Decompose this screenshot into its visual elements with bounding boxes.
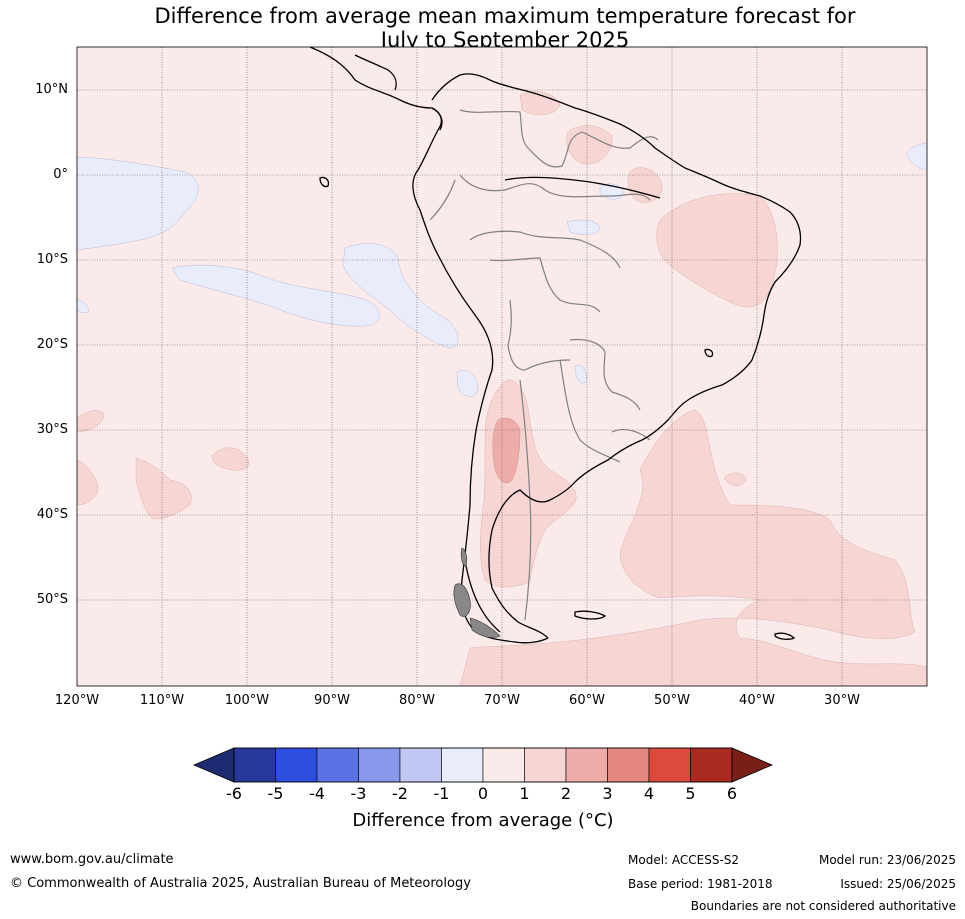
footer-issued: Issued: 25/06/2025 <box>840 877 956 891</box>
forecast-map <box>76 46 928 687</box>
anomaly-region-1-to-2-uruguay-offshore <box>723 472 747 486</box>
map-frame <box>76 46 928 687</box>
anomaly-region-1-to-2-guyana <box>627 167 663 203</box>
anomaly-region-2-to-3-andes <box>492 417 521 484</box>
lat-label-10n: 10°N <box>35 82 68 97</box>
lat-label-10s: 10°S <box>36 252 68 267</box>
colorbar-box-9 <box>607 747 650 783</box>
anomaly-region-negative-pacific-3 <box>342 243 459 349</box>
lon-label-60w: 60°W <box>569 693 605 708</box>
footer-model-run: Model run: 23/06/2025 <box>818 853 956 867</box>
lat-label-40s: 40°S <box>36 507 68 522</box>
colorbar-tick-label: 3 <box>602 784 613 803</box>
footer-disclaimer: Boundaries are not considered authoritat… <box>690 899 956 913</box>
colorbar-tick-label: -4 <box>309 784 325 803</box>
colorbar-under-arrow <box>192 747 235 783</box>
lat-label-50s: 50°S <box>36 592 68 607</box>
colorbar-box-11 <box>690 747 733 783</box>
title-line-1: Difference from average mean maximum tem… <box>154 4 856 28</box>
colorbar-tick-label: 6 <box>726 784 738 803</box>
lat-label-30s: 30°S <box>36 422 68 437</box>
lon-label-120w: 120°W <box>54 693 100 708</box>
anomaly-region-1-to-2-venezuela-2 <box>566 125 613 165</box>
footer-base-period: Base period: 1981-2018 <box>628 877 773 891</box>
anomaly-region-1-to-2-northeast-brazil <box>656 193 778 308</box>
lon-label-100w: 100°W <box>224 693 270 708</box>
colorbar-box-6 <box>482 747 525 783</box>
lon-label-80w: 80°W <box>399 693 435 708</box>
anomaly-region-negative-amazon-1 <box>566 219 601 235</box>
colorbar-tick-label: 0 <box>477 784 489 803</box>
colorbar-tick-label: 2 <box>560 784 572 803</box>
lon-label-90w: 90°W <box>314 693 350 708</box>
lat-label-0: 0° <box>53 167 68 182</box>
anomaly-region-1-to-2-pacific-west-2 <box>77 459 99 506</box>
lon-label-50w: 50°W <box>654 693 690 708</box>
footer-copyright: © Commonwealth of Australia 2025, Austra… <box>10 876 471 891</box>
colorbar-frame <box>233 747 733 783</box>
colorbar-box-8 <box>565 747 608 783</box>
colorbar-box-2 <box>316 747 359 783</box>
footer-model: Model: ACCESS-S2 <box>628 853 740 867</box>
colorbar-box-7 <box>524 747 567 783</box>
colorbar-tick-label: -1 <box>433 784 450 803</box>
country-borders <box>429 109 659 621</box>
lon-label-40w: 40°W <box>739 693 775 708</box>
colorbar-tick-label: 5 <box>685 784 696 803</box>
lon-label-110w: 110°W <box>139 693 185 708</box>
anomaly-region-negative-pacific-2 <box>171 264 380 327</box>
patagonia-islands <box>453 547 501 638</box>
colorbar-over-arrow <box>731 747 774 783</box>
colorbar-tick-label: -6 <box>226 784 242 803</box>
anomaly-region-1-to-2-south-atlantic <box>459 409 927 686</box>
anomaly-region-negative-pacific-1 <box>77 156 199 251</box>
anomaly-region-1-to-2-pacific-central <box>211 447 250 471</box>
anomaly-region-1-to-2-pacific-west-3 <box>77 410 105 433</box>
colorbar-box-5 <box>441 747 484 783</box>
lon-label-30w: 30°W <box>824 693 860 708</box>
colorbar-box-10 <box>648 747 691 783</box>
anomaly-region-negative-west-edge <box>77 299 89 314</box>
footer-website: www.bom.gov.au/climate <box>10 852 174 867</box>
anomaly-region-negative-chaco <box>574 364 587 384</box>
chart-title: Difference from average mean maximum tem… <box>0 4 965 52</box>
colorbar-box-3 <box>358 747 401 783</box>
anomaly-region-negative-atlantic <box>906 142 927 171</box>
anomaly-region-1-to-2-venezuela-1 <box>519 91 561 116</box>
colorbar-box-4 <box>399 747 442 783</box>
colorbar-box-1 <box>275 747 318 783</box>
colorbar-tick-label: -3 <box>350 784 367 803</box>
colorbar-label: Difference from average (°C) <box>352 810 614 831</box>
lat-lon-gridlines <box>77 47 927 686</box>
colorbar-tick-label: -5 <box>267 784 284 803</box>
colorbar-tick-label: 4 <box>643 784 655 803</box>
lat-label-20s: 20°S <box>36 337 68 352</box>
lon-label-70w: 70°W <box>484 693 520 708</box>
colorbar-tick-label: -2 <box>392 784 408 803</box>
colorbar-box-0 <box>233 747 276 783</box>
anomaly-region-negative-pacific-4 <box>456 370 479 397</box>
colorbar-tick-label: 1 <box>519 784 530 803</box>
